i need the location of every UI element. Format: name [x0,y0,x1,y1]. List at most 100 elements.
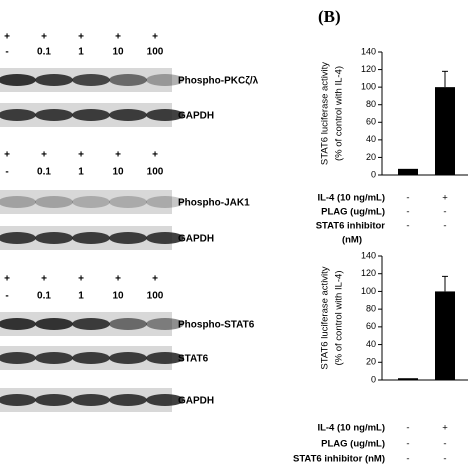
treatment-label: + [4,150,10,161]
blot-band [35,318,73,330]
blot-band [146,352,184,364]
treatment-label: 10 [112,167,124,178]
blot-band [35,196,73,208]
panel-label: (B) [318,7,341,26]
y-tick-label: 80 [366,99,376,109]
blot-band [146,394,184,406]
blot-band [72,109,110,121]
treatment-label: + [152,32,158,43]
bar [398,168,418,175]
blot-strip [0,190,172,214]
treatment-label: 0.1 [37,47,51,58]
blot-band [109,196,147,208]
y-tick-label: 40 [366,134,376,144]
y-tick-label: 60 [366,321,376,331]
y-axis-label: (% of control with IL-4) [334,270,345,365]
treatment-label: 1 [78,47,84,58]
blot-band [35,352,73,364]
blot-band [109,394,147,406]
blot-band [0,352,36,364]
condition-label: PLAG (ug/mL) [321,439,385,450]
treatment-label: 0.1 [37,167,51,178]
band-label: Phospho-STAT6 [178,320,255,331]
treatment-label: + [115,32,121,43]
y-tick-label: 100 [361,82,376,92]
y-tick-label: 0 [371,374,376,384]
condition-mark: - [443,207,446,218]
y-tick-label: 120 [361,64,376,74]
condition-mark: + [442,423,448,434]
treatment-label: + [115,150,121,161]
condition-label: IL-4 (10 ng/mL) [317,423,385,434]
treatment-label: + [78,32,84,43]
condition-label: STAT6 inhibitor [316,221,386,232]
blot-band [146,74,184,86]
treatment-label: 10 [112,291,124,302]
blot-band [109,109,147,121]
blot-band [0,74,36,86]
condition-mark: - [406,439,409,450]
treatment-label: + [78,150,84,161]
blot-band [35,74,73,86]
condition-mark: - [406,193,409,204]
y-tick-label: 140 [361,250,376,260]
bar [398,378,418,380]
blot-band [35,232,73,244]
y-tick-label: 140 [361,46,376,56]
condition-label: STAT6 inhibitor (nM) [293,454,385,465]
blot-band [72,232,110,244]
treatment-label: - [5,47,8,58]
blot-band [72,74,110,86]
blot-band [72,318,110,330]
treatment-label: + [41,150,47,161]
blot-band [146,196,184,208]
y-tick-label: 0 [371,169,376,179]
treatment-label: + [41,32,47,43]
condition-label: (nM) [342,235,362,246]
treatment-label: 100 [147,47,164,58]
condition-mark: - [406,423,409,434]
treatment-label: + [78,274,84,285]
treatment-label: 1 [78,167,84,178]
treatment-label: - [5,167,8,178]
condition-mark: - [443,439,446,450]
condition-label: IL-4 (10 ng/mL) [317,193,385,204]
blot-band [72,394,110,406]
treatment-label: - [5,291,8,302]
condition-mark: - [443,454,446,465]
condition-mark: - [406,221,409,232]
condition-mark: + [442,193,448,204]
band-label: GAPDH [178,111,214,122]
blot-band [0,394,36,406]
blot-band [109,352,147,364]
blot-band [146,109,184,121]
blot-band [109,232,147,244]
y-axis-label: (% of control with IL-4) [334,66,345,161]
blot-band [109,318,147,330]
blot-band [0,318,36,330]
band-label: Phospho-JAK1 [178,198,250,209]
blot-band [0,232,36,244]
blot-band [109,74,147,86]
band-label: GAPDH [178,396,214,407]
y-tick-label: 40 [366,339,376,349]
y-tick-label: 20 [366,152,376,162]
treatment-label: + [4,274,10,285]
treatment-label: + [152,150,158,161]
y-axis-label: STAT6 luciferase activity [320,266,331,369]
blot-band [35,109,73,121]
blot-band [35,394,73,406]
y-tick-label: 60 [366,117,376,127]
blot-band [72,196,110,208]
y-axis-label: STAT6 luciferase activity [320,62,331,165]
blot-band [0,196,36,208]
treatment-label: 1 [78,291,84,302]
y-tick-label: 100 [361,286,376,296]
treatment-label: + [152,274,158,285]
bar [435,87,455,175]
condition-mark: - [443,221,446,232]
treatment-label: + [4,32,10,43]
band-label: STAT6 [178,354,209,365]
blot-band [72,352,110,364]
